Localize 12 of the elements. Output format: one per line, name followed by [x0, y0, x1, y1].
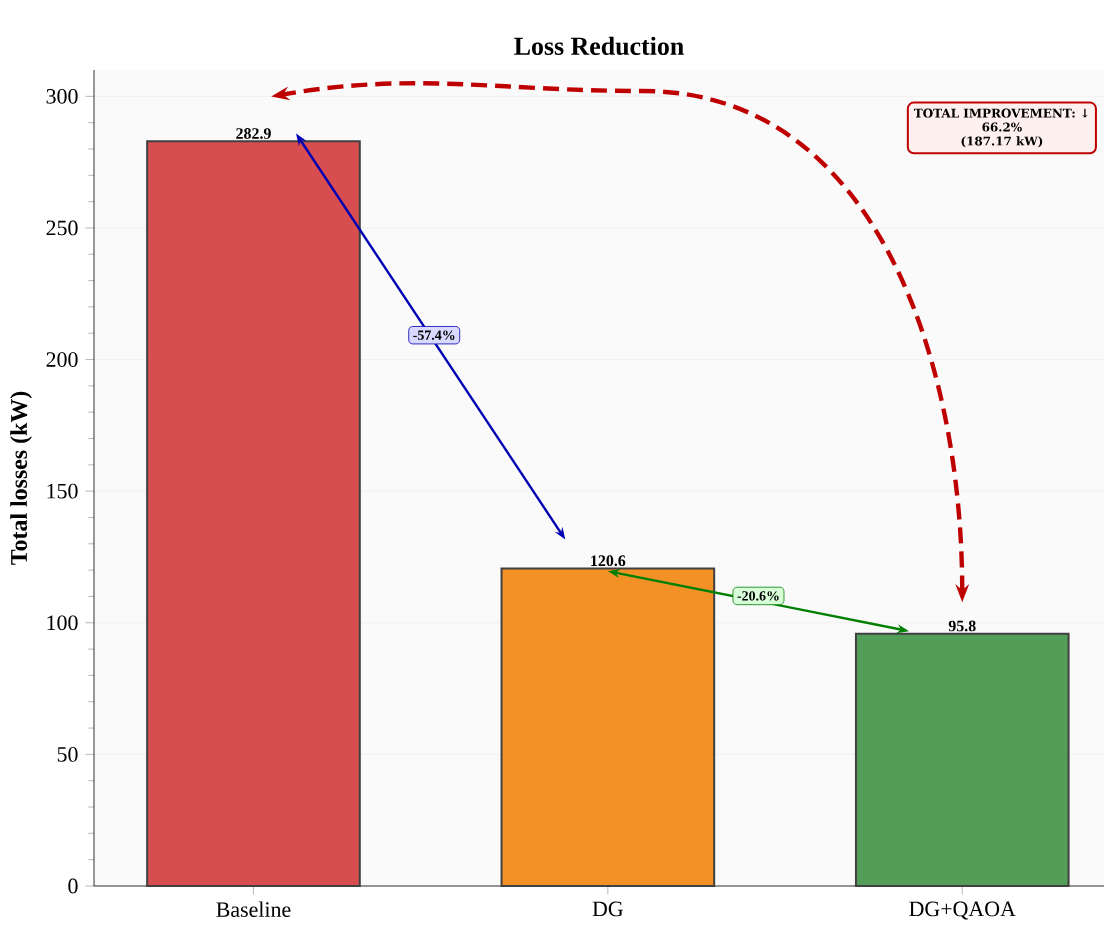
y-tick-label: 300: [46, 88, 78, 104]
y-tick-label: 100: [47, 615, 78, 631]
y-axis-title: Total losses (kW): [10, 391, 32, 565]
y-tick-label: 200: [46, 352, 78, 367]
x-tick-label: Baseline: [216, 901, 291, 917]
x-tick-label: DG: [592, 901, 623, 917]
y-tick-label: 50: [57, 747, 78, 762]
y-tick-label: 0: [68, 878, 78, 894]
chart-title: Loss Reduction: [514, 36, 684, 55]
y-tick-label: 150: [47, 483, 78, 499]
x-tick-label: DG+QAOA: [909, 901, 1016, 920]
y-tick-label: 250: [46, 220, 78, 236]
